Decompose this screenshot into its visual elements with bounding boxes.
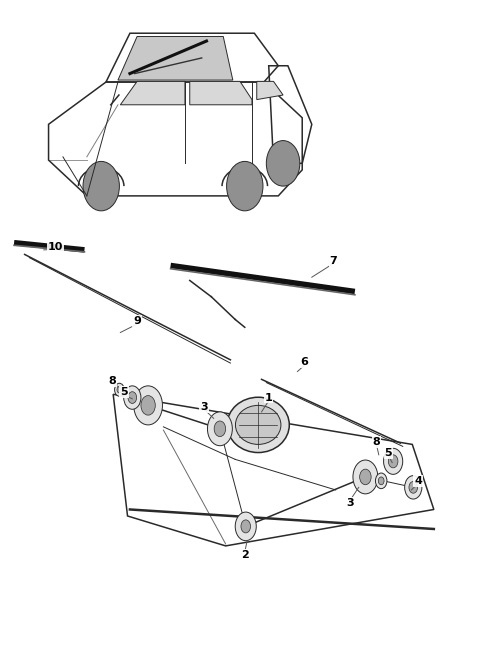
Circle shape [378,477,384,484]
Text: 4: 4 [414,476,422,486]
Circle shape [124,386,141,409]
Circle shape [83,162,120,211]
Text: 2: 2 [241,550,249,560]
Text: 5: 5 [384,448,392,458]
Polygon shape [257,82,283,100]
Text: 7: 7 [329,256,337,266]
Circle shape [214,421,226,437]
Text: 1: 1 [265,393,273,402]
Text: 9: 9 [133,316,141,326]
Circle shape [241,520,251,533]
Circle shape [360,469,371,484]
Polygon shape [118,37,233,80]
Circle shape [128,392,137,404]
Circle shape [134,386,162,425]
Circle shape [141,396,156,415]
Text: 3: 3 [346,498,354,508]
Circle shape [227,162,263,211]
Circle shape [235,512,256,541]
Text: 3: 3 [200,402,208,412]
Polygon shape [190,82,252,105]
Circle shape [207,412,232,446]
Polygon shape [120,82,185,105]
Text: 6: 6 [300,357,309,367]
Circle shape [409,481,418,493]
Circle shape [405,476,422,499]
Text: 8: 8 [372,437,380,447]
Circle shape [375,473,387,488]
Circle shape [266,141,300,186]
Ellipse shape [227,397,289,452]
Circle shape [117,387,122,393]
Circle shape [384,449,403,475]
Ellipse shape [236,406,281,445]
Text: 5: 5 [120,387,128,397]
Circle shape [353,460,378,494]
Circle shape [388,455,398,468]
Text: 8: 8 [109,376,117,386]
Circle shape [115,383,124,396]
Text: 10: 10 [48,242,63,252]
